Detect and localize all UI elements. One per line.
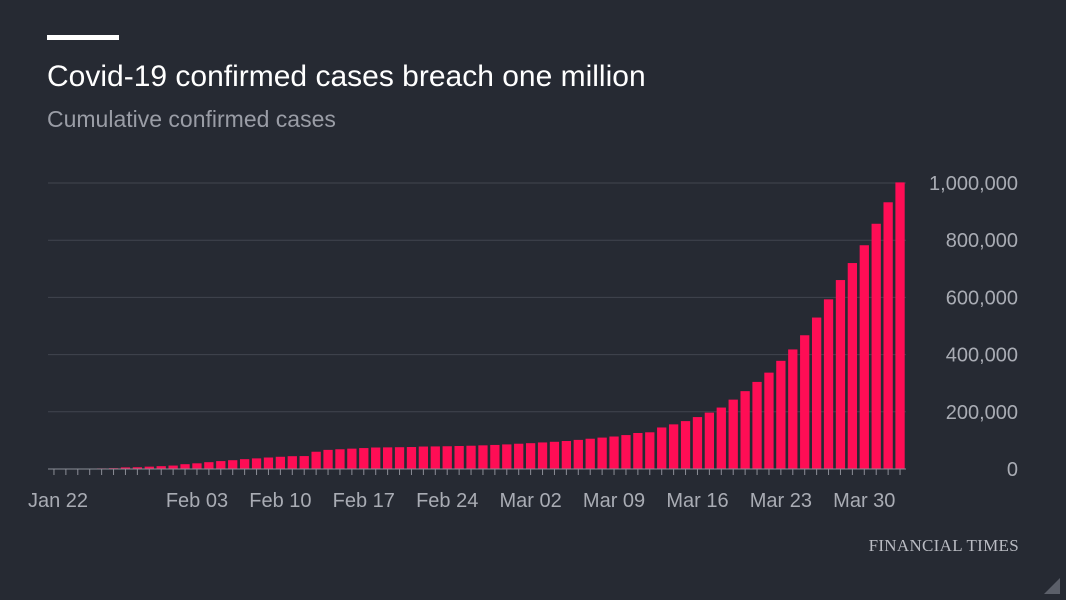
y-tick-label: 200,000 (946, 402, 1018, 424)
bar (216, 461, 226, 469)
chart-title: Covid-19 confirmed cases breach one mill… (47, 60, 646, 93)
bar (406, 447, 417, 469)
bar (549, 441, 560, 469)
x-tick-label: Jan 22 (28, 490, 88, 512)
x-tick-labels: Jan 22 Feb 03 Feb 10 Feb 17 Feb 24 Mar 02 Mar … (28, 490, 895, 512)
bar (299, 456, 309, 469)
bar (490, 444, 500, 469)
bar (561, 441, 572, 469)
bar (668, 424, 679, 469)
gridlines (48, 182, 906, 413)
x-axis (48, 468, 906, 475)
bar (359, 448, 369, 469)
source-credit: FINANCIAL TIMES (868, 536, 1019, 555)
bar (525, 443, 536, 469)
x-tick-label: Mar 02 (500, 490, 562, 512)
bar (132, 467, 143, 469)
bar (156, 466, 166, 469)
bars (49, 182, 905, 470)
bar (204, 462, 214, 469)
bar (287, 456, 297, 469)
bar (728, 399, 738, 469)
chart-subtitle: Cumulative confirmed cases (47, 106, 336, 132)
bar (692, 417, 703, 469)
bar (823, 299, 834, 469)
bar (621, 435, 631, 469)
bar (502, 444, 512, 469)
bar (788, 349, 798, 469)
bar (323, 449, 333, 469)
y-tick-label: 0 (1007, 459, 1018, 481)
y-tick-label: 800,000 (946, 230, 1018, 252)
bar (835, 280, 846, 469)
bar (800, 335, 810, 469)
bar (180, 464, 190, 469)
bar (168, 465, 178, 469)
bar (811, 317, 822, 469)
bar (573, 439, 583, 469)
bar (776, 360, 786, 469)
x-tick-label: Feb 03 (166, 490, 228, 512)
bar (740, 391, 750, 469)
bar (633, 432, 643, 469)
bar (347, 448, 357, 469)
bar (442, 446, 452, 469)
x-tick-label: Mar 23 (750, 490, 812, 512)
bar (883, 202, 893, 469)
bar (275, 456, 286, 469)
top-rule (47, 35, 119, 40)
bar (657, 427, 667, 469)
bar (478, 445, 488, 469)
bar (263, 457, 274, 469)
bar (704, 412, 715, 469)
bar (371, 447, 381, 469)
bar (335, 449, 345, 469)
y-tick-label: 600,000 (946, 287, 1018, 309)
x-tick-label: Feb 24 (416, 490, 478, 512)
bar (430, 446, 440, 469)
bar (609, 436, 619, 469)
bar (454, 446, 464, 469)
bar (120, 467, 131, 469)
bar (716, 407, 726, 469)
y-tick-labels: 0 200,000 400,000 600,000 800,000 1,000,000 (929, 173, 1018, 481)
bar (239, 459, 250, 469)
x-tick-label: Mar 16 (666, 490, 728, 512)
x-tick-label: Feb 10 (249, 490, 311, 512)
bar (418, 446, 429, 469)
y-tick-label: 400,000 (946, 345, 1018, 367)
bar (251, 458, 262, 469)
bar (466, 445, 476, 469)
bar (752, 381, 762, 469)
bar (859, 245, 869, 469)
y-tick-label: 1,000,000 (929, 173, 1018, 195)
bar (311, 451, 321, 469)
bar (537, 442, 548, 469)
bar (394, 447, 405, 469)
bar (597, 437, 607, 469)
bar (895, 182, 905, 470)
x-tick-label: Mar 09 (583, 490, 645, 512)
bar (228, 460, 238, 469)
x-tick-label: Feb 17 (333, 490, 395, 512)
bar (764, 372, 774, 469)
bar (585, 438, 595, 469)
bar (680, 421, 691, 469)
bar (871, 223, 881, 469)
bar (645, 432, 655, 469)
x-tick-label: Mar 30 (833, 490, 895, 512)
bar (514, 443, 524, 469)
bar (144, 466, 154, 469)
resize-corner-icon (1044, 578, 1060, 594)
bar (192, 463, 202, 469)
bar (382, 447, 393, 469)
bar (847, 263, 858, 469)
